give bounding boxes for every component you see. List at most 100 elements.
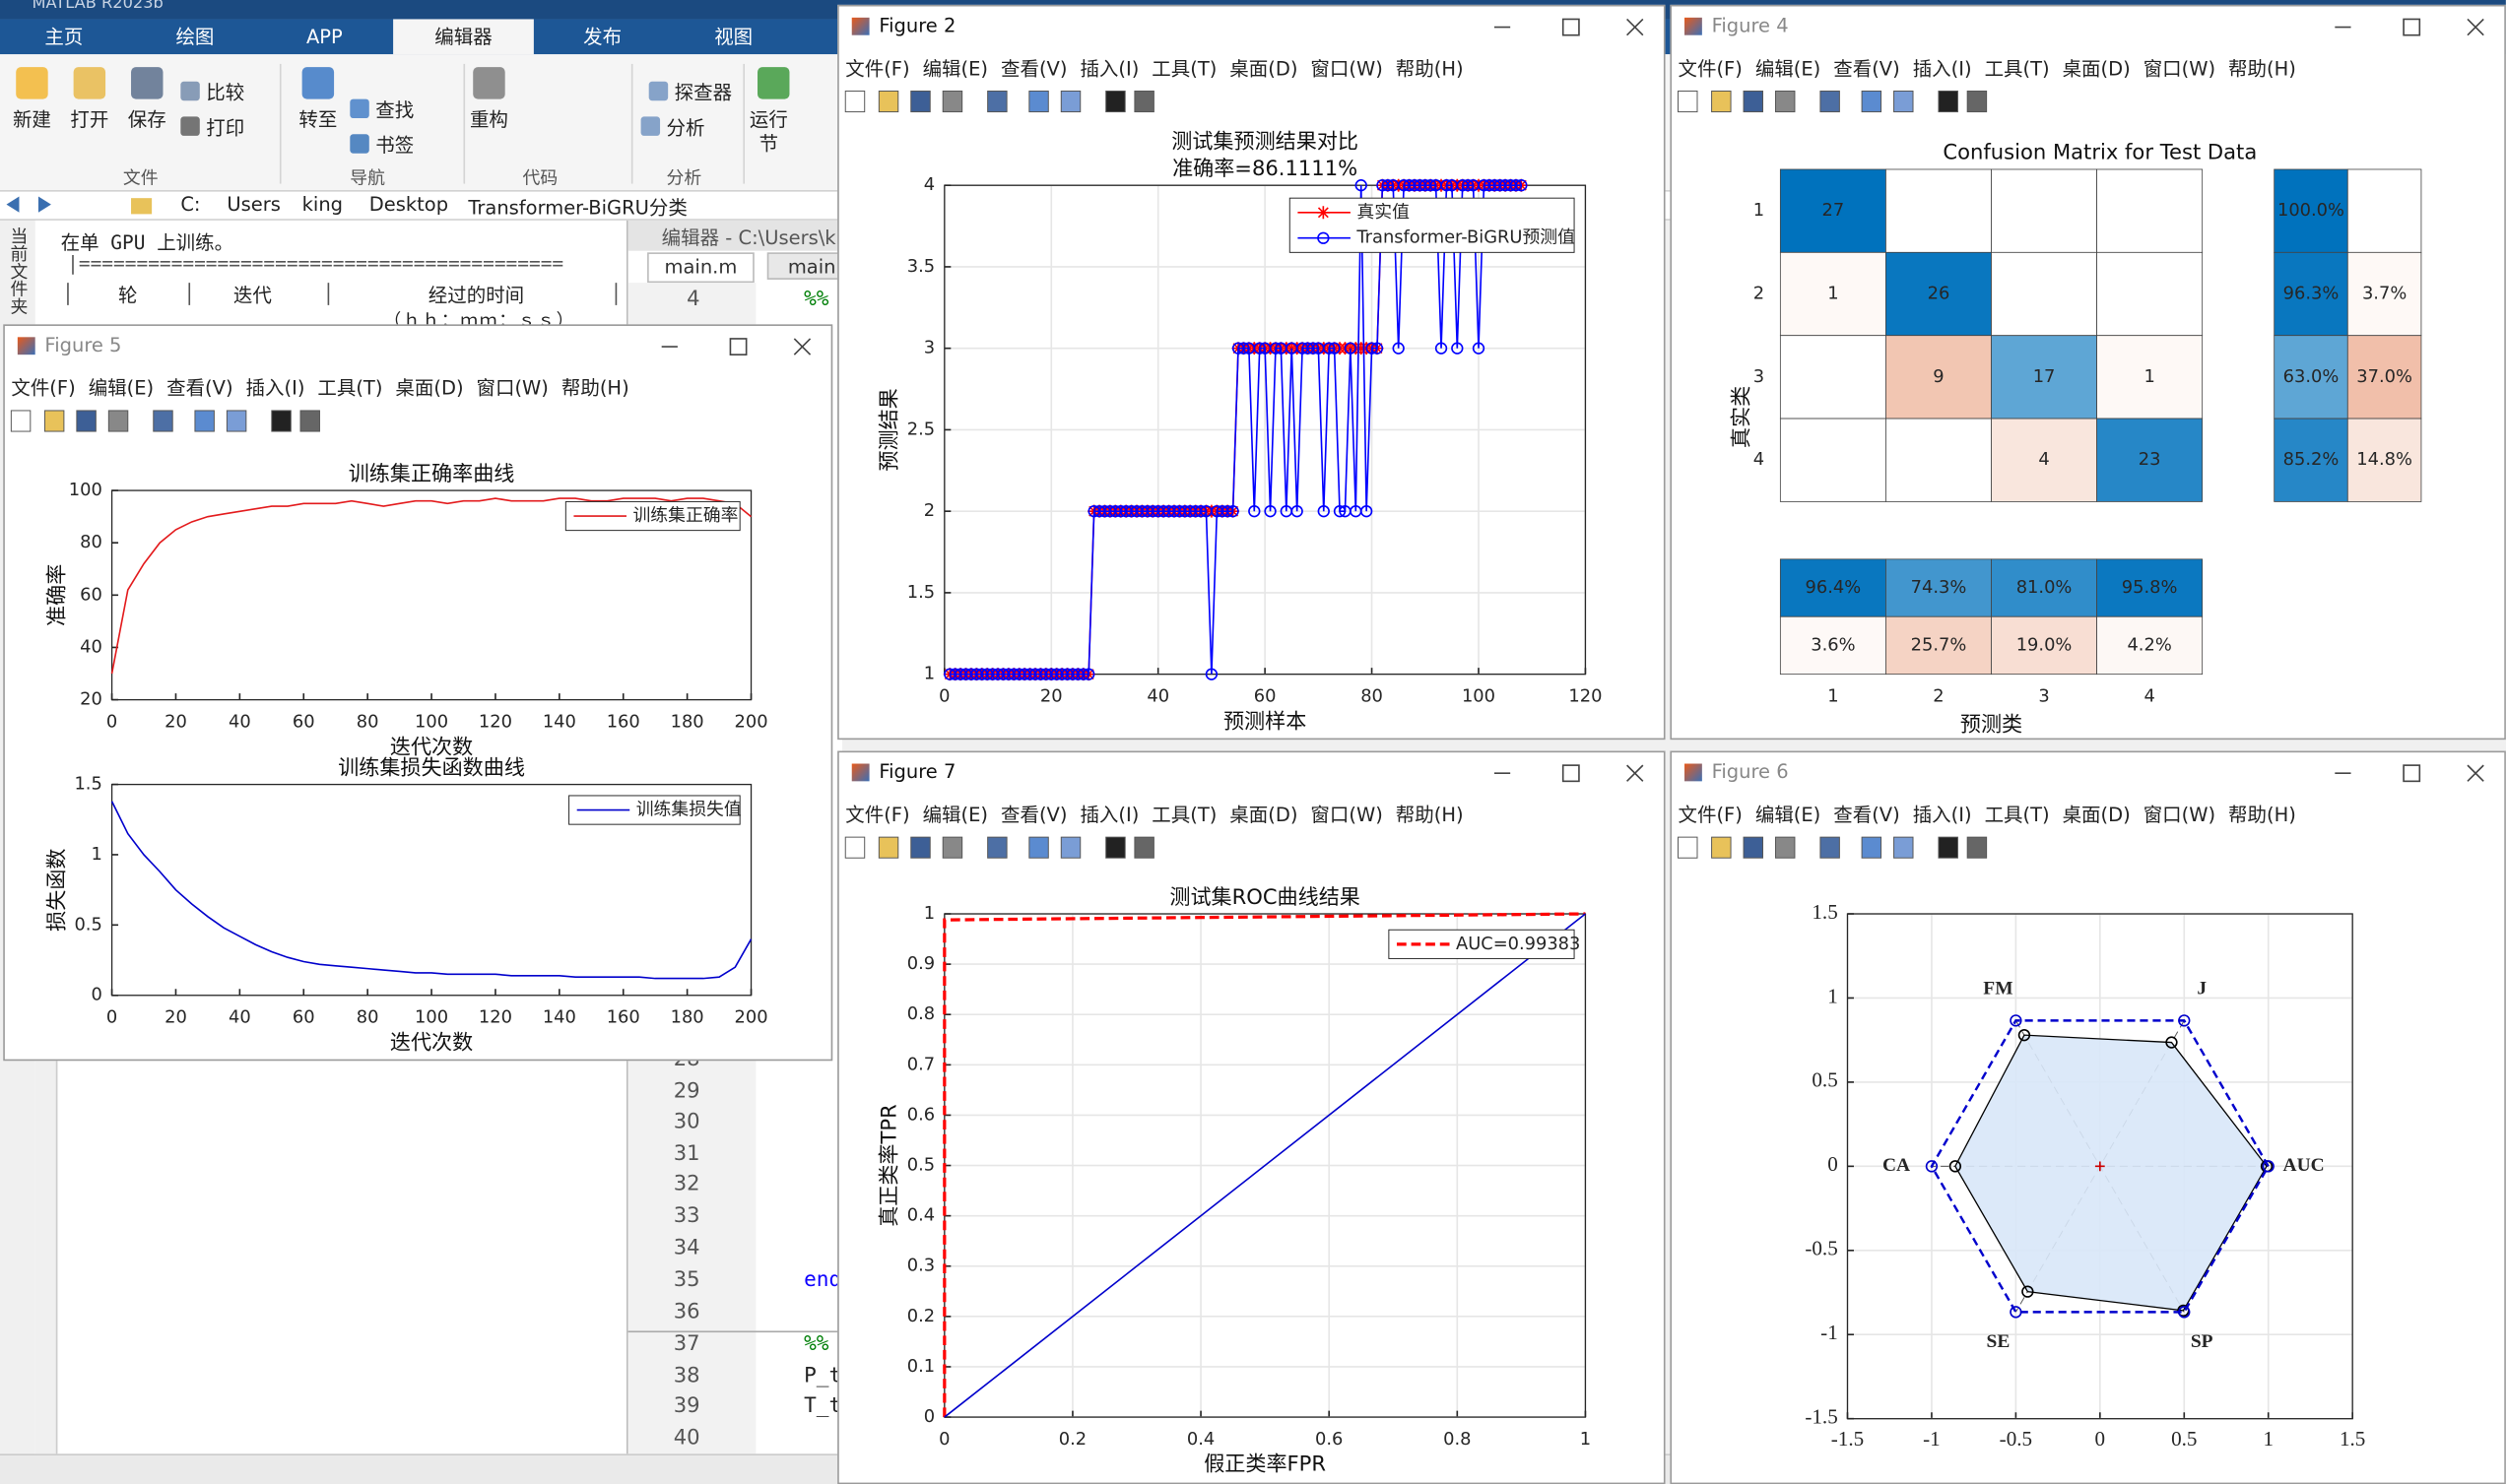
toolbar-button[interactable] (271, 410, 292, 432)
toolbar-button[interactable] (299, 410, 320, 432)
toolbar-button[interactable] (226, 410, 247, 432)
menu-item[interactable]: 桌面(D) (2062, 56, 2131, 80)
menu-item[interactable]: 桌面(D) (1229, 803, 1298, 825)
menu-item[interactable]: 窗口(W) (1310, 56, 1383, 80)
menu-item[interactable]: 窗口(W) (1310, 803, 1383, 825)
toolbar-button[interactable] (1711, 836, 1732, 859)
menu-item[interactable]: 编辑(E) (88, 376, 155, 399)
menu-item[interactable]: 工具(T) (1984, 56, 2050, 80)
menu-item[interactable]: 编辑(E) (1754, 803, 1821, 825)
menu-item[interactable]: 帮助(H) (2228, 56, 2296, 80)
toolbar-button[interactable] (1134, 90, 1154, 113)
menu-item[interactable]: 文件(F) (11, 376, 76, 399)
path-segment[interactable]: Users (227, 193, 281, 217)
menu-item[interactable]: 工具(T) (1984, 803, 2050, 825)
menu-item[interactable]: 窗口(W) (2143, 56, 2216, 80)
menu-item[interactable]: 插入(I) (1912, 56, 1972, 80)
toolbar-button[interactable] (1678, 90, 1698, 113)
menu-item[interactable]: 文件(F) (845, 56, 910, 80)
toolbar-button[interactable] (43, 410, 65, 432)
toolbar-button[interactable] (1893, 90, 1914, 113)
maximize-button[interactable] (2403, 18, 2421, 36)
maximize-button[interactable] (729, 338, 748, 355)
toolbar-button[interactable] (1819, 90, 1840, 113)
ribbon-tab[interactable]: 视图 (714, 25, 754, 48)
ribbon-button[interactable]: 书签 (375, 134, 415, 157)
toolbar-button[interactable] (1774, 90, 1796, 113)
menu-item[interactable]: 查看(V) (166, 376, 233, 399)
ribbon-button[interactable]: 新建 (12, 108, 51, 132)
menu-item[interactable]: 工具(T) (1152, 803, 1218, 825)
menu-item[interactable]: 插入(I) (1912, 803, 1972, 825)
close-button[interactable] (793, 338, 812, 355)
toolbar-button[interactable] (1774, 836, 1796, 859)
menu-item[interactable]: 查看(V) (1001, 803, 1068, 825)
maximize-button[interactable] (1561, 18, 1580, 36)
path-segment[interactable]: Transformer-BiGRU分类 (468, 196, 688, 220)
close-button[interactable] (1626, 764, 1644, 782)
menu-item[interactable]: 编辑(E) (922, 803, 989, 825)
menu-item[interactable]: 查看(V) (1833, 56, 1900, 80)
toolbar-button[interactable] (1028, 836, 1049, 859)
menu-item[interactable]: 工具(T) (317, 376, 383, 399)
menu-item[interactable]: 帮助(H) (2228, 803, 2296, 825)
toolbar-button[interactable] (1678, 836, 1698, 859)
ribbon-button[interactable]: 打开 (70, 108, 109, 132)
menu-item[interactable]: 窗口(W) (2143, 803, 2216, 825)
menu-item[interactable]: 帮助(H) (561, 376, 629, 399)
menu-item[interactable]: 编辑(E) (922, 56, 989, 80)
toolbar-button[interactable] (1861, 90, 1882, 113)
menu-item[interactable]: 桌面(D) (2062, 803, 2131, 825)
toolbar-button[interactable] (1028, 90, 1049, 113)
menu-item[interactable]: 插入(I) (1080, 803, 1140, 825)
ribbon-button[interactable]: 转至 (298, 108, 338, 132)
ribbon-button[interactable]: 运行节 (749, 108, 788, 156)
toolbar-button[interactable] (76, 410, 97, 432)
maximize-button[interactable] (2403, 764, 2421, 783)
toolbar-button[interactable] (910, 90, 931, 113)
toolbar-button[interactable] (844, 836, 866, 859)
toolbar-button[interactable] (987, 836, 1008, 859)
ribbon-tab[interactable]: 编辑器 (393, 19, 534, 55)
toolbar-button[interactable] (1819, 836, 1840, 859)
toolbar-button[interactable] (1861, 836, 1882, 859)
toolbar-button[interactable] (1105, 90, 1126, 113)
toolbar-button[interactable] (1966, 836, 1988, 859)
toolbar-button[interactable] (878, 90, 899, 113)
close-button[interactable] (2467, 18, 2484, 36)
ribbon-tab[interactable]: 主页 (44, 25, 84, 48)
toolbar-button[interactable] (1938, 836, 1958, 859)
editor-tab[interactable]: main.m (647, 252, 755, 284)
menu-item[interactable]: 文件(F) (845, 803, 910, 825)
ribbon-button[interactable]: 分析 (666, 116, 705, 140)
toolbar-button[interactable] (1711, 90, 1732, 113)
path-segment[interactable]: C: (180, 193, 201, 217)
toolbar-button[interactable] (1938, 90, 1958, 113)
editor-tab[interactable]: main.m (766, 252, 841, 280)
menu-item[interactable]: 桌面(D) (395, 376, 464, 399)
menu-item[interactable]: 查看(V) (1833, 803, 1900, 825)
menu-item[interactable]: 文件(F) (1678, 56, 1743, 80)
ribbon-tab[interactable]: 发布 (583, 25, 623, 48)
toolbar-button[interactable] (1966, 90, 1988, 113)
ribbon-tab[interactable]: APP (305, 25, 343, 48)
toolbar-button[interactable] (942, 90, 963, 113)
ribbon-button[interactable]: 比较 (206, 81, 245, 104)
menu-item[interactable]: 桌面(D) (1229, 56, 1298, 80)
toolbar-button[interactable] (10, 410, 32, 432)
toolbar-button[interactable] (1060, 90, 1082, 113)
toolbar-button[interactable] (153, 410, 173, 432)
toolbar-button[interactable] (107, 410, 129, 432)
toolbar-button[interactable] (987, 90, 1008, 113)
menu-item[interactable]: 文件(F) (1678, 803, 1743, 825)
close-button[interactable] (2467, 764, 2484, 782)
ribbon-button[interactable]: 重构 (469, 108, 508, 132)
menu-item[interactable]: 帮助(H) (1395, 56, 1464, 80)
toolbar-button[interactable] (1134, 836, 1154, 859)
ribbon-button[interactable]: 保存 (127, 108, 166, 132)
ribbon-tab[interactable]: 绘图 (175, 25, 215, 48)
menu-item[interactable]: 帮助(H) (1395, 803, 1464, 825)
ribbon-button[interactable]: 打印 (206, 116, 245, 140)
toolbar-button[interactable] (942, 836, 963, 859)
ribbon-button[interactable]: 查找 (375, 98, 415, 122)
